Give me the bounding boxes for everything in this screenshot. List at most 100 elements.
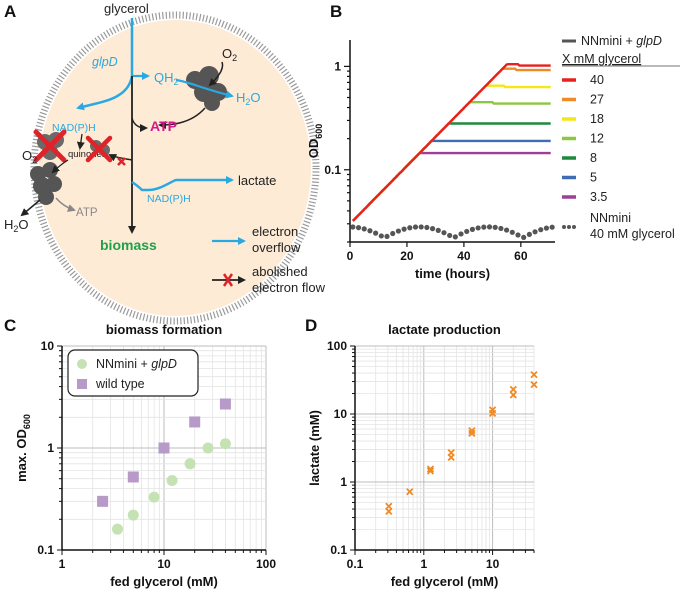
d-y-tick-label: 100: [327, 339, 347, 353]
d-point-lactate: [468, 426, 476, 435]
d-y-tick-label: 0.1: [330, 543, 347, 557]
complex-to-h2o-arrow: [20, 199, 41, 217]
b-control-point: [543, 225, 550, 231]
b-control-point: [515, 232, 521, 238]
panel-c-label: C: [4, 316, 16, 335]
b-control-point: [407, 225, 413, 231]
b-control-point: [350, 224, 356, 230]
lactate-arrow: [131, 176, 234, 192]
lactate-text: lactate: [238, 173, 276, 188]
d-point-lactate: [530, 370, 538, 379]
b-y-tick-label: 1: [334, 59, 341, 73]
d-title: lactate production: [388, 322, 501, 337]
c-legend-marker-glpd: [77, 359, 87, 369]
d-point-lactate: [447, 449, 455, 457]
h2o-top-text: H2O: [236, 90, 261, 107]
b-legend-label: 5: [590, 171, 597, 185]
nadph-right-text: NAD(P)H: [147, 193, 191, 205]
b-control-point: [469, 226, 476, 232]
b-control-point: [361, 226, 367, 232]
abolish-x-left-b: [33, 129, 67, 163]
d-y-tick-label: 1: [340, 475, 347, 489]
quinones-to-complex-arrow: [51, 159, 69, 174]
c-point-glpd: [166, 475, 178, 487]
b-legend-label: 3.5: [590, 190, 607, 204]
b-control-point: [452, 234, 458, 240]
c-x-tick-label: 100: [256, 557, 276, 571]
b-control-point: [412, 224, 419, 230]
panel-b: B 0.1 1 0 20 40 60 time (hours) OD600 NNmini + g…: [306, 2, 680, 281]
b-control-point: [464, 228, 470, 235]
b-control-point: [526, 231, 532, 237]
qh2-to-h2o-arrow: [175, 78, 234, 99]
c-legend-marker-wildtype: [77, 379, 87, 389]
c-point-glpd: [148, 491, 160, 503]
b-series-line-27: [351, 67, 551, 222]
b-legend-header: X mM glycerol: [562, 52, 641, 66]
b-control-point: [492, 224, 498, 230]
biomass-text: biomass: [100, 237, 157, 253]
b-control-point: [475, 225, 481, 231]
b-control-point: [378, 233, 384, 239]
b-control-point: [458, 231, 464, 237]
c-point-glpd: [111, 523, 123, 535]
legend-overflow-text-2: overflow: [252, 240, 301, 255]
panel-d: D 0.1 1 10 0.1 1 10 100 lactate production fed g…: [305, 316, 538, 589]
cell-membrane: [30, 11, 320, 325]
b-legend-title: NNmini + glpD: [581, 34, 662, 48]
c-y-axis-label: max. OD600: [14, 414, 32, 482]
b-x-tick-label: 60: [514, 249, 528, 263]
d-point-lactate: [509, 385, 517, 394]
quinones-text: quinones: [68, 149, 107, 160]
c-x-tick-label: 10: [157, 557, 171, 571]
h2o-left-text: H2O: [4, 217, 29, 234]
c-point-glpd: [184, 458, 196, 470]
b-control-point: [532, 229, 538, 235]
c-legend-label-wildtype: wild type: [95, 377, 145, 391]
b-legend-label: 12: [590, 132, 604, 146]
o2-left-text: O2: [22, 148, 37, 165]
d-x-tick-label: 10: [486, 557, 500, 571]
legend-abolished-text-2: electron flow: [252, 280, 326, 295]
b-series-line-3.5: [351, 151, 551, 222]
panel-b-label: B: [330, 2, 342, 21]
b-control-point: [486, 224, 493, 230]
legend-overflow-text-1: electron: [252, 224, 298, 239]
c-point-glpd: [202, 442, 214, 454]
abolish-x-mid-b: [85, 135, 113, 163]
nadph-to-quinones-arrow: [76, 133, 85, 150]
b-control-point: [498, 225, 504, 232]
atp-left-text: ATP: [76, 207, 98, 219]
abolish-x-small-b: [117, 157, 126, 166]
d-point-lactate: [468, 429, 476, 437]
b-control-point: [390, 230, 396, 237]
b-x-axis-label: time (hours): [415, 266, 490, 281]
d-point-lactate: [385, 502, 393, 510]
b-y-axis-label: OD600: [306, 124, 324, 159]
b-legend-control-2: 40 mM glycerol: [590, 227, 675, 241]
b-control-point: [441, 230, 447, 236]
qh2-text: QH2: [154, 70, 179, 87]
d-y-tick-label: 10: [334, 407, 348, 421]
b-control-point: [509, 229, 515, 235]
b-control-point: [521, 234, 527, 240]
c-point-glpd: [219, 438, 231, 450]
nadph-left-text: NAD(P)H: [52, 122, 96, 134]
b-control-point: [384, 233, 390, 240]
d-x-tick-label: 1: [420, 557, 427, 571]
panel-a-label: A: [4, 2, 16, 21]
c-legend-box: [67, 349, 199, 397]
b-control-point: [424, 224, 430, 231]
panel-a: A glycerol glpD QH2 O2 H2O ATP biomass N…: [4, 1, 326, 325]
d-point-lactate: [488, 406, 497, 414]
legend-abolished-x-b: [222, 273, 234, 287]
b-control-point: [549, 224, 555, 230]
o2-top-text: O2: [222, 46, 237, 63]
panel-c: C 1 10 100 0.1 1 10 biomass formation fed glyce…: [4, 316, 276, 589]
d-x-tick-label: 0.1: [347, 557, 364, 571]
b-legend-label: 40: [590, 73, 604, 87]
c-y-tick-label: 0.1: [37, 543, 54, 557]
d-point-lactate: [426, 467, 435, 475]
c-point-wildtype: [219, 398, 231, 410]
b-control-point: [367, 228, 373, 234]
